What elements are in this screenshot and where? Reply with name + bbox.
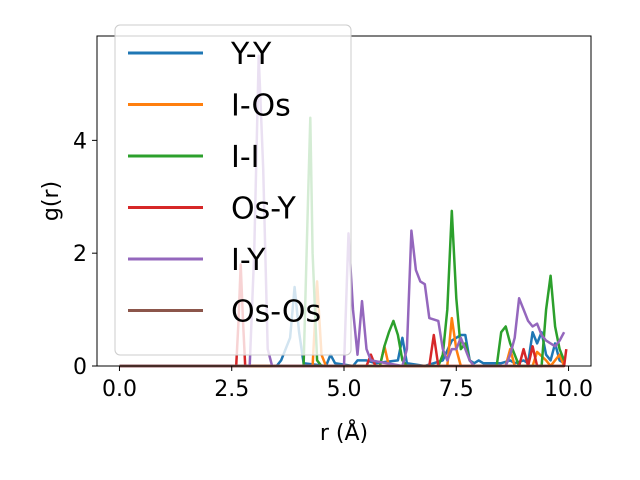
legend-label: I-Y — [231, 243, 266, 278]
y-tick-label: 2 — [73, 242, 87, 267]
legend: Y-Y I-Os I-I Os-Y I-Y Os-Os — [114, 24, 352, 356]
y-axis-ticks: 0 2 4 — [73, 129, 97, 380]
legend-label: Os-Y — [231, 192, 297, 227]
y-tick-label: 4 — [73, 129, 87, 154]
y-axis-label: g(r) — [39, 181, 64, 221]
x-tick-label: 2.5 — [214, 377, 249, 402]
x-axis-ticks: 0.0 2.5 5.0 7.5 10.0 — [102, 366, 593, 402]
y-tick-label: 0 — [73, 355, 87, 380]
x-tick-label: 7.5 — [439, 377, 474, 402]
legend-label: I-I — [231, 140, 260, 175]
x-tick-label: 0.0 — [102, 377, 137, 402]
x-tick-label: 10.0 — [544, 377, 593, 402]
legend-label: Os-Os — [231, 295, 321, 330]
x-axis-label: r (Å) — [320, 419, 368, 446]
legend-label: Y-Y — [230, 37, 272, 72]
legend-label: I-Os — [231, 89, 291, 124]
legend-box — [114, 24, 352, 356]
x-tick-label: 5.0 — [327, 377, 362, 402]
